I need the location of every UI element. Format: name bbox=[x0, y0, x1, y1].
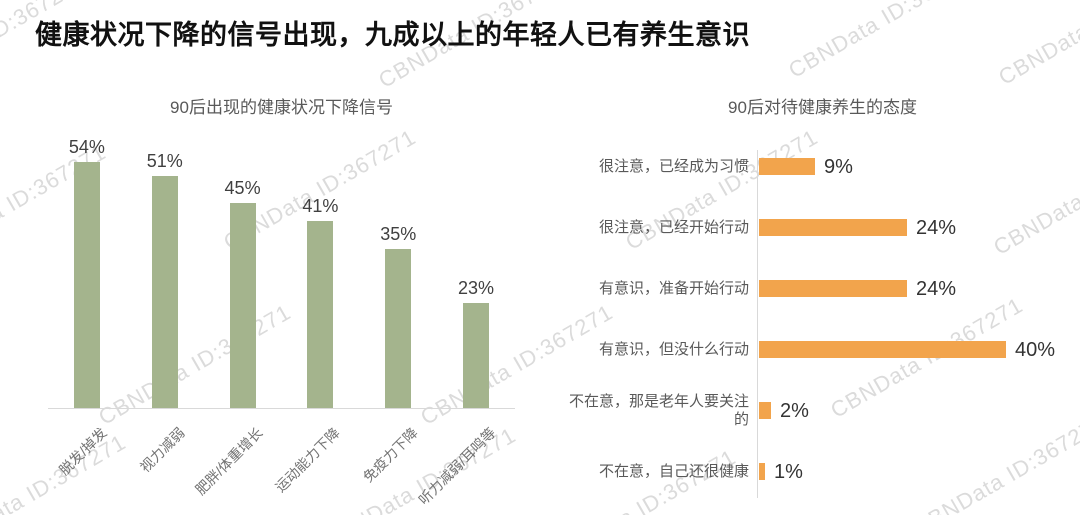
horizontal-bar bbox=[759, 158, 815, 175]
bar-value-label: 51% bbox=[146, 151, 183, 172]
bar-column: 23% bbox=[437, 133, 515, 408]
bar-row: 有意识，准备开始行动 24% bbox=[565, 258, 1080, 319]
watermark-text: CBNData ID:367271 bbox=[994, 0, 1080, 90]
row-label: 很注意，已经开始行动 bbox=[598, 218, 749, 236]
row-label: 不在意，自己还很健康 bbox=[598, 462, 749, 480]
category-slot: 运动能力下降 bbox=[272, 409, 359, 515]
bar-value-label: 54% bbox=[68, 137, 105, 158]
bar-value-label: 2% bbox=[780, 399, 809, 422]
bar-value-label: 24% bbox=[916, 216, 957, 239]
row-label: 不在意，那是老年人要关注的 bbox=[568, 392, 749, 428]
category-slot: 肥胖/体重增长 bbox=[192, 409, 282, 515]
category-slot: 视力减弱 bbox=[126, 409, 204, 515]
bar-column: 45% bbox=[204, 133, 282, 408]
bar-value-label: 45% bbox=[224, 178, 261, 199]
vertical-bar bbox=[307, 221, 334, 408]
row-label: 有意识，但没什么行动 bbox=[598, 340, 749, 358]
row-label: 很注意，已经成为习惯 bbox=[598, 157, 749, 175]
bar-column: 41% bbox=[281, 133, 359, 408]
vertical-bar bbox=[385, 249, 412, 408]
horizontal-bar bbox=[759, 463, 765, 480]
category-slot: 脱发/掉发 bbox=[48, 409, 126, 515]
bar-row: 很注意，已经成为习惯 9% bbox=[565, 136, 1080, 197]
horizontal-bar bbox=[759, 402, 771, 419]
bar-row: 不在意，那是老年人要关注的 2% bbox=[565, 380, 1080, 441]
bar-value-label: 9% bbox=[824, 155, 853, 178]
category-label: 免疫力下降 bbox=[360, 424, 421, 486]
bar-value-label: 1% bbox=[774, 460, 803, 483]
horizontal-bar bbox=[759, 341, 1006, 358]
vertical-bar bbox=[229, 203, 256, 408]
bar-value-label: 40% bbox=[1015, 338, 1056, 361]
left-chart-plot: 54% 51% 45% 41% 35% 23% bbox=[48, 133, 515, 409]
bar-column: 51% bbox=[126, 133, 204, 408]
left-chart-title: 90后出现的健康状况下降信号 bbox=[170, 98, 393, 117]
horizontal-bar bbox=[759, 219, 907, 236]
left-chart-category-axis: 脱发/掉发 视力减弱 肥胖/体重增长 运动能力下降 免疫力下降 听力减弱/耳鸣等 bbox=[48, 409, 515, 515]
bar-column: 35% bbox=[359, 133, 437, 408]
horizontal-bar bbox=[759, 280, 907, 297]
right-chart-plot: 很注意，已经成为习惯 9% 很注意，已经开始行动 24% 有意识，准备开始行动 24% 有意… bbox=[565, 136, 1080, 502]
bar-row: 很注意，已经开始行动 24% bbox=[565, 197, 1080, 258]
bar-value-label: 41% bbox=[302, 196, 339, 217]
category-slot: 听力减弱/耳鸣等 bbox=[415, 409, 515, 515]
vertical-bar bbox=[73, 162, 100, 408]
bar-row: 有意识，但没什么行动 40% bbox=[565, 319, 1080, 380]
watermark-text: CBNData ID:367271 bbox=[784, 0, 986, 83]
bar-column: 54% bbox=[48, 133, 126, 408]
bar-value-label: 23% bbox=[458, 278, 495, 299]
category-label: 运动能力下降 bbox=[272, 424, 344, 496]
category-label: 脱发/掉发 bbox=[55, 424, 110, 479]
bar-value-label: 35% bbox=[380, 224, 417, 245]
page-title: 健康状况下降的信号出现，九成以上的年轻人已有养生意识 bbox=[35, 20, 750, 50]
category-label: 视力减弱 bbox=[136, 424, 188, 476]
bar-row: 不在意，自己还很健康 1% bbox=[565, 441, 1080, 502]
right-chart-title: 90后对待健康养生的态度 bbox=[728, 98, 917, 117]
bar-value-label: 24% bbox=[916, 277, 957, 300]
vertical-bar bbox=[463, 303, 490, 408]
right-chart-axis-line bbox=[757, 150, 758, 498]
vertical-bar bbox=[151, 176, 178, 408]
row-label: 有意识，准备开始行动 bbox=[598, 279, 749, 297]
